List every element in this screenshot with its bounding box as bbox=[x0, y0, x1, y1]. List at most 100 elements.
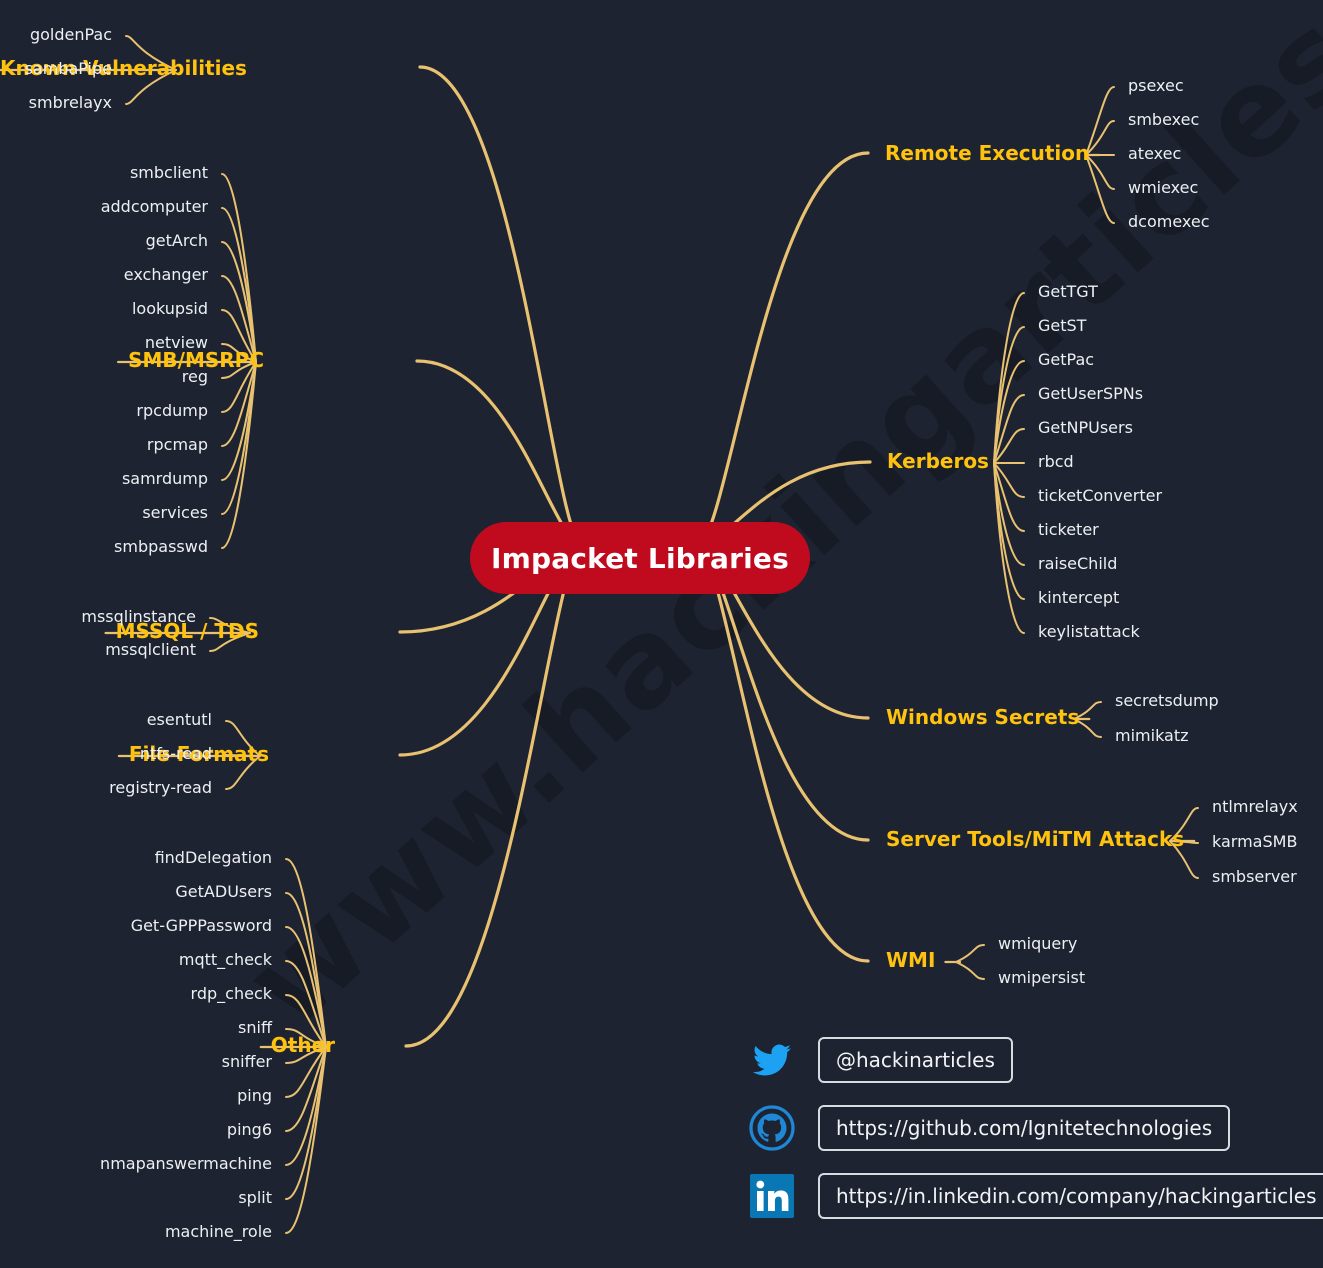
leaf-other-4[interactable]: rdp_check bbox=[190, 984, 272, 1003]
connector-curve bbox=[993, 462, 1025, 532]
branch-label-remote-execution[interactable]: Remote Execution bbox=[885, 141, 1090, 165]
connector-curve bbox=[221, 361, 257, 515]
connector-curve bbox=[993, 326, 1025, 464]
branch-label-mssql-tds[interactable]: MSSQL / TDS bbox=[115, 619, 259, 643]
leaf-other-10[interactable]: split bbox=[238, 1188, 272, 1207]
social-links: @hackinarticles https://github.com/Ignit… bbox=[748, 1034, 1323, 1238]
connector-curve bbox=[221, 361, 257, 447]
leaf-windows-secrets-1[interactable]: mimikatz bbox=[1115, 726, 1189, 745]
leaf-other-11[interactable]: machine_role bbox=[164, 1222, 272, 1241]
branch-label-known-vulnerabilities[interactable]: Known Vulnerabilities bbox=[0, 56, 247, 80]
leaf-kerberos-10[interactable]: keylistattack bbox=[1038, 622, 1140, 641]
central-node[interactable]: Impacket Libraries bbox=[470, 522, 810, 594]
leaf-other-7[interactable]: ping bbox=[237, 1086, 272, 1105]
leaf-server-tools-mitm-2[interactable]: smbserver bbox=[1212, 867, 1297, 886]
leaf-other-6[interactable]: sniffer bbox=[221, 1052, 272, 1071]
leaf-other-2[interactable]: Get-GPPPassword bbox=[130, 916, 272, 935]
leaf-known-vulnerabilities-1[interactable]: sambaPipe bbox=[24, 59, 112, 78]
leaf-server-tools-mitm-1[interactable]: karmaSMB bbox=[1212, 832, 1298, 851]
branch-label-server-tools-mitm[interactable]: Server Tools/MiTM Attacks bbox=[886, 827, 1185, 851]
connector-curve bbox=[285, 1046, 327, 1132]
connector-curve bbox=[955, 944, 985, 963]
leaf-smb-msrpc-9[interactable]: samrdump bbox=[121, 469, 208, 488]
leaf-smb-msrpc-0[interactable]: smbclient bbox=[129, 163, 208, 182]
leaf-smb-msrpc-4[interactable]: lookupsid bbox=[131, 299, 208, 318]
social-row-linkedin[interactable]: https://in.linkedin.com/company/hackinga… bbox=[748, 1170, 1323, 1222]
connector-curve bbox=[221, 361, 257, 549]
social-row-github[interactable]: https://github.com/Ignitetechnologies bbox=[748, 1102, 1308, 1154]
github-icon bbox=[748, 1104, 796, 1152]
leaf-smb-msrpc-2[interactable]: getArch bbox=[145, 231, 208, 250]
linkedin-icon bbox=[748, 1172, 796, 1220]
leaf-mssql-tds-1[interactable]: mssqlclient bbox=[105, 640, 196, 659]
leaf-kerberos-3[interactable]: GetUserSPNs bbox=[1038, 384, 1144, 403]
central-node-label: Impacket Libraries bbox=[491, 541, 789, 575]
leaf-remote-execution-0[interactable]: psexec bbox=[1128, 76, 1184, 95]
connector-curve bbox=[285, 1046, 327, 1166]
branch-label-other[interactable]: Other bbox=[270, 1033, 335, 1057]
leaf-remote-execution-2[interactable]: atexec bbox=[1128, 144, 1182, 163]
connector-curve bbox=[993, 428, 1025, 464]
leaf-remote-execution-1[interactable]: smbexec bbox=[1128, 110, 1200, 129]
connector-curve bbox=[696, 151, 870, 548]
leaf-other-3[interactable]: mqtt_check bbox=[178, 950, 272, 969]
leaf-smb-msrpc-6[interactable]: reg bbox=[181, 367, 208, 386]
connector-curve bbox=[285, 892, 327, 1048]
leaf-other-9[interactable]: nmapanswermachine bbox=[100, 1154, 272, 1173]
leaf-smb-msrpc-8[interactable]: rpcmap bbox=[146, 435, 208, 454]
leaf-server-tools-mitm-0[interactable]: ntlmrelayx bbox=[1212, 797, 1298, 816]
leaf-smb-msrpc-5[interactable]: netview bbox=[144, 333, 208, 352]
leaf-kerberos-2[interactable]: GetPac bbox=[1038, 350, 1095, 369]
leaf-other-5[interactable]: sniff bbox=[238, 1018, 272, 1037]
leaf-file-formats-2[interactable]: registry-read bbox=[109, 778, 212, 797]
leaf-windows-secrets-0[interactable]: secretsdump bbox=[1115, 691, 1219, 710]
leaf-file-formats-0[interactable]: esentutl bbox=[146, 710, 212, 729]
leaf-kerberos-6[interactable]: ticketConverter bbox=[1038, 486, 1163, 505]
connector-curve bbox=[221, 361, 257, 481]
twitter-handle-pill[interactable]: @hackinarticles bbox=[818, 1037, 1013, 1083]
leaf-smb-msrpc-7[interactable]: rpcdump bbox=[136, 401, 208, 420]
leaf-remote-execution-4[interactable]: dcomexec bbox=[1128, 212, 1210, 231]
leaf-smb-msrpc-1[interactable]: addcomputer bbox=[100, 197, 208, 216]
connector-curve bbox=[1085, 154, 1115, 224]
leaf-other-0[interactable]: findDelegation bbox=[154, 848, 272, 867]
branch-label-file-formats[interactable]: File Formats bbox=[128, 742, 269, 766]
branch-label-windows-secrets[interactable]: Windows Secrets bbox=[886, 705, 1080, 729]
leaf-kerberos-1[interactable]: GetST bbox=[1038, 316, 1087, 335]
connector-curve bbox=[1085, 120, 1115, 156]
leaf-other-1[interactable]: GetADUsers bbox=[175, 882, 272, 901]
connector-curve bbox=[1085, 154, 1115, 190]
github-url-pill[interactable]: https://github.com/Ignitetechnologies bbox=[818, 1105, 1231, 1151]
leaf-mssql-tds-0[interactable]: mssqlinstance bbox=[81, 607, 196, 626]
connector-curve bbox=[221, 207, 257, 363]
leaf-kerberos-0[interactable]: GetTGT bbox=[1038, 282, 1098, 301]
leaf-remote-execution-3[interactable]: wmiexec bbox=[1128, 178, 1199, 197]
leaf-known-vulnerabilities-0[interactable]: goldenPac bbox=[29, 25, 112, 44]
leaf-other-8[interactable]: ping6 bbox=[226, 1120, 272, 1139]
leaf-kerberos-9[interactable]: kintercept bbox=[1038, 588, 1120, 607]
branch-label-smb-msrpc[interactable]: SMB/MSRPC bbox=[128, 348, 264, 372]
leaf-kerberos-7[interactable]: ticketer bbox=[1038, 520, 1099, 539]
leaf-kerberos-8[interactable]: raiseChild bbox=[1038, 554, 1118, 573]
leaf-smb-msrpc-10[interactable]: services bbox=[142, 503, 208, 522]
leaf-kerberos-5[interactable]: rbcd bbox=[1038, 452, 1074, 471]
leaf-smb-msrpc-3[interactable]: exchanger bbox=[123, 265, 208, 284]
leaf-kerberos-4[interactable]: GetNPUsers bbox=[1038, 418, 1133, 437]
linkedin-url-pill[interactable]: https://in.linkedin.com/company/hackinga… bbox=[818, 1173, 1323, 1219]
connector-curve bbox=[285, 926, 327, 1048]
connector-curve bbox=[285, 1046, 327, 1200]
connector-curve bbox=[1085, 86, 1115, 156]
branch-label-kerberos[interactable]: Kerberos bbox=[887, 449, 989, 473]
leaf-known-vulnerabilities-2[interactable]: smbrelayx bbox=[28, 93, 112, 112]
connector-curve bbox=[993, 462, 1025, 600]
connector-curve bbox=[993, 360, 1025, 464]
branch-label-wmi[interactable]: WMI bbox=[886, 948, 936, 972]
leaf-file-formats-1[interactable]: ntfs-read bbox=[139, 744, 212, 763]
leaf-smb-msrpc-11[interactable]: smbpasswd bbox=[114, 537, 208, 556]
social-row-twitter[interactable]: @hackinarticles bbox=[748, 1034, 1308, 1086]
connector-curve bbox=[418, 65, 584, 548]
leaf-wmi-1[interactable]: wmipersist bbox=[998, 968, 1086, 987]
leaf-wmi-0[interactable]: wmiquery bbox=[998, 934, 1078, 953]
connector-curve bbox=[993, 292, 1025, 464]
